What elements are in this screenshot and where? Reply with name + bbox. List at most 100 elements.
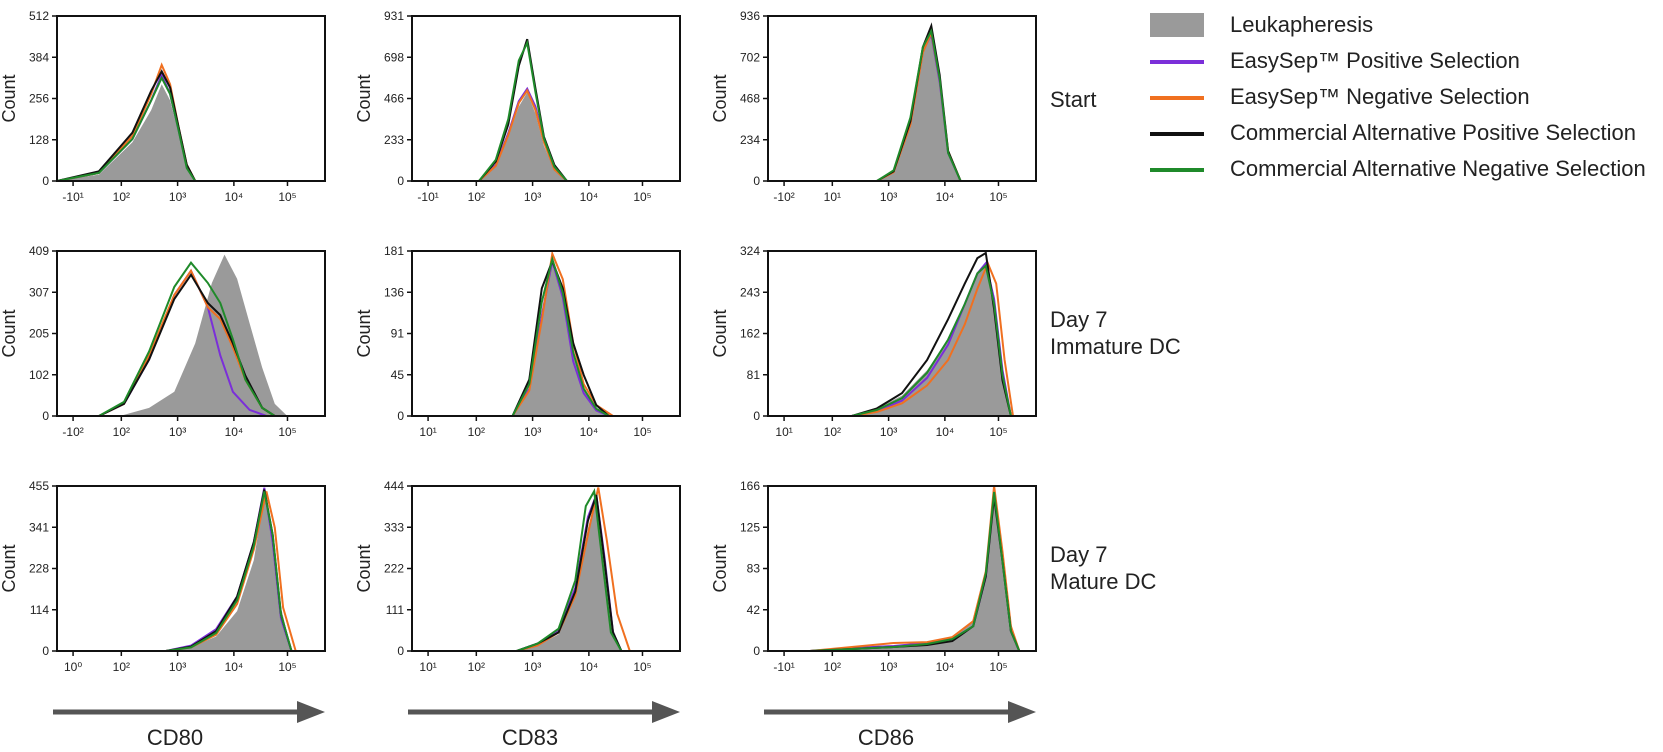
x-tick-label: 10⁵ [633,660,651,674]
legend-label-commercial-negative: Commercial Alternative Negative Selectio… [1230,156,1646,181]
series-commercial-alternative-negative-selection-line [165,491,293,652]
series-leukapheresis-area [479,92,567,181]
y-tick-label: 111 [386,603,405,617]
y-tick-label: 256 [29,92,49,106]
x-tick-label: 10³ [524,425,541,439]
x-tick-label: -10² [62,425,83,439]
series-leukapheresis-area [516,498,622,651]
axis-arrow-cd83 [408,701,680,723]
series-commercial-alternative-negative-selection-line [809,491,1021,652]
histogram-panel-r2-c1: 0 111 222 333 444 Count 10¹ 10² 10³ 10⁴ 10⁵ [354,479,681,674]
histogram-panel-r1-c1: 0 45 91 136 181 Count 10¹ 10² 10³ 10⁴ 10⁵ [354,244,681,439]
y-tick-label: 83 [747,562,761,576]
x-tick-label: 10¹ [824,190,841,204]
x-tick-label: 10² [468,425,485,439]
y-tick-label: 128 [29,133,49,147]
y-tick-label: 409 [29,244,49,258]
row-label-immature-dc: Day 7 Immature DC [1050,307,1181,359]
y-tick-label: 181 [384,244,404,258]
x-tick-label: 10⁴ [580,660,599,674]
y-tick-label: 233 [384,133,404,147]
y-tick-label: 444 [384,479,404,493]
series-commercial-alternative-negative-selection-line [98,261,276,417]
x-tick-label: 10⁴ [580,190,599,204]
row-label-start: Start [1050,87,1097,112]
y-tick-label: 455 [29,479,49,493]
x-tick-label: 10¹ [419,425,436,439]
x-tick-label: 10⁴ [936,660,955,674]
y-tick-label: 166 [740,479,760,493]
x-tick-label: 10² [468,660,485,674]
histogram-panel-r0-c2: 0 234 468 702 936 Count -10² 10¹ 10³ 10⁴ 10⁵ [710,9,1037,204]
y-tick-label: 698 [384,50,404,64]
series-leukapheresis-area [512,256,609,416]
y-tick-label: 0 [42,174,49,188]
plot-frame [56,15,326,182]
y-tick-label: 0 [753,174,760,188]
x-tick-label: 10⁴ [936,425,955,439]
x-tick-label: 10³ [880,425,897,439]
x-tick-label: 10³ [169,190,186,204]
y-tick-label: 0 [397,174,404,188]
legend-swatch-leukapheresis [1150,13,1204,37]
x-tick-label: 10³ [524,660,541,674]
x-tick-label: 10² [113,190,130,204]
series-leukapheresis-area [57,84,196,181]
legend-swatch-easysep-negative [1150,96,1204,100]
series-leukapheresis-area [809,492,1020,651]
y-tick-label: 228 [29,562,49,576]
y-tick-label: 512 [29,9,49,23]
y-tick-label: 0 [42,644,49,658]
y-tick-label: 0 [42,409,49,423]
y-tick-label: 205 [29,327,49,341]
column-label-cd86: CD86 [858,725,914,750]
axis-arrow-head [652,701,680,723]
x-tick-label: 10⁵ [633,425,651,439]
series-leukapheresis-area [851,263,1011,416]
legend-label-easysep-positive: EasySep™ Positive Selection [1230,48,1520,73]
series-commercial-alternative-negative-selection-line [516,488,623,652]
y-tick-label: 125 [740,520,760,534]
y-axis-label: Count [710,309,730,357]
y-tick-label: 341 [29,520,49,534]
y-tick-label: 42 [747,603,761,617]
x-tick-label: 10⁴ [225,425,244,439]
legend-label-easysep-negative: EasySep™ Negative Selection [1230,84,1530,109]
series-commercial-alternative-negative-selection-line [851,263,1012,417]
x-tick-label: 10³ [880,660,897,674]
x-tick-label: 10³ [880,190,897,204]
y-tick-label: 307 [29,285,49,299]
y-tick-label: 466 [384,92,404,106]
y-tick-label: 136 [384,285,404,299]
x-tick-label: 10³ [524,190,541,204]
y-tick-label: 468 [740,92,760,106]
x-tick-label: 10⁰ [64,660,82,674]
y-tick-label: 324 [740,244,760,258]
series-easysep-negative-selection-line [516,487,631,652]
y-axis-label: Count [0,544,19,592]
x-tick-label: 10⁵ [278,425,296,439]
x-tick-label: 10² [113,425,130,439]
x-tick-label: -10¹ [773,660,794,674]
series-commercial-alternative-negative-selection-line [876,28,962,182]
series-commercial-alternative-negative-selection-line [478,39,568,182]
histogram-panel-r1-c0: 0 102 205 307 409 Count -10² 10² 10³ 10⁴ 10⁵ [0,244,326,439]
x-tick-label: 10⁵ [989,660,1007,674]
row-label-mature-dc: Day 7 Mature DC [1050,542,1157,594]
x-tick-label: 10⁴ [225,190,244,204]
histogram-panel-r1-c2: 0 81 162 243 324 Count 10¹ 10² 10³ 10⁴ 10⁵ [710,244,1037,439]
y-tick-label: 0 [753,409,760,423]
histogram-panel-r0-c0: 0 128 256 384 512 Count -10¹ 10² 10³ 10⁴ 10⁵ [0,9,326,204]
series-commercial-alternative-positive-selection-line [98,272,276,417]
x-tick-label: 10⁴ [580,425,599,439]
y-tick-label: 243 [740,285,760,299]
y-tick-label: 91 [391,327,405,341]
y-tick-label: 931 [384,9,404,23]
x-tick-label: -10¹ [62,190,83,204]
y-tick-label: 333 [384,520,404,534]
legend-swatch-commercial-positive [1150,132,1204,136]
y-tick-label: 234 [740,133,760,147]
x-tick-label: 10⁵ [989,190,1007,204]
y-axis-label: Count [354,74,374,122]
histogram-panel-r0-c1: 0 233 466 698 931 Count -10¹ 10² 10³ 10⁴ 10⁵ [354,9,681,204]
